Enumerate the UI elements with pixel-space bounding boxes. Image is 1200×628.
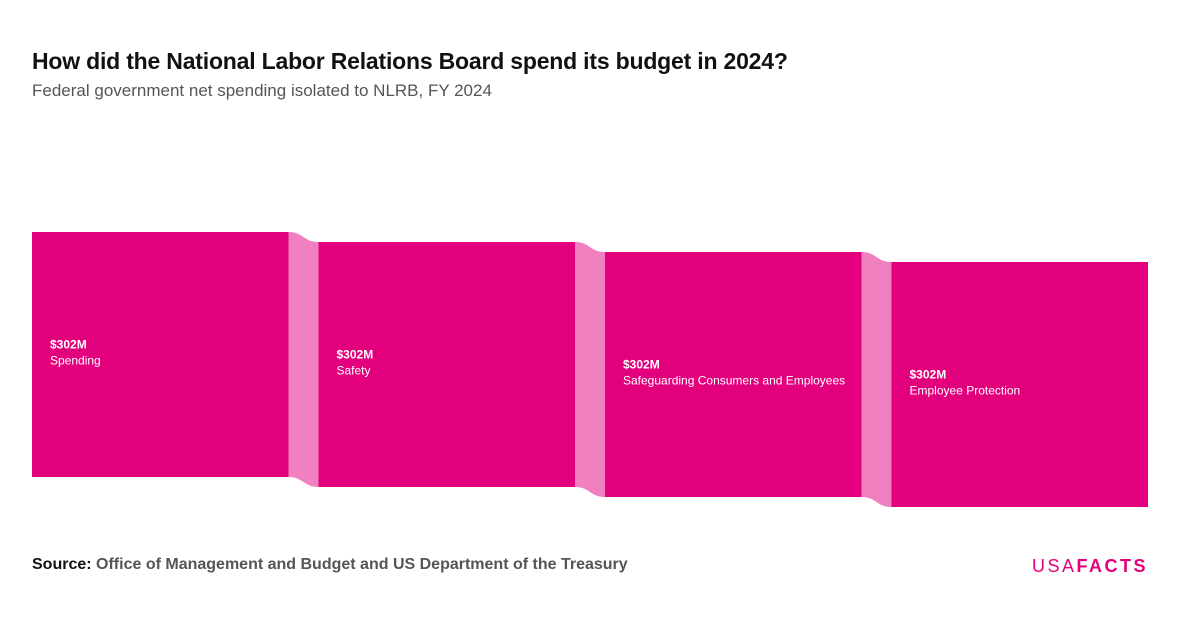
sankey-node-3	[605, 252, 862, 497]
sankey-link-2	[575, 242, 605, 497]
sankey-link-1	[288, 232, 319, 487]
source-note: Source: Office of Management and Budget …	[32, 556, 628, 574]
usafacts-logo: USAFACTS	[1032, 556, 1148, 577]
node-name-label: Safeguarding Consumers and Employees	[623, 374, 845, 388]
node-value-label: $302M	[623, 358, 660, 372]
node-value-label: $302M	[910, 368, 947, 382]
node-name-label: Employee Protection	[910, 384, 1021, 398]
logo-usa: USA	[1031, 556, 1077, 576]
node-name-label: Spending	[50, 354, 101, 368]
source-text: Office of Management and Budget and US D…	[96, 556, 628, 573]
source-label: Source:	[32, 556, 92, 573]
chart-title: How did the National Labor Relations Boa…	[32, 48, 788, 74]
node-name-label: Safety	[337, 364, 371, 378]
chart-subtitle: Federal government net spending isolated…	[32, 81, 492, 100]
node-value-label: $302M	[337, 348, 374, 362]
sankey-node-1	[32, 232, 289, 477]
sankey-node-2	[318, 242, 575, 487]
sankey-link-3	[861, 252, 892, 507]
node-value-label: $302M	[50, 338, 87, 352]
logo-facts: FACTS	[1076, 556, 1148, 576]
sankey-node-4	[891, 262, 1148, 507]
